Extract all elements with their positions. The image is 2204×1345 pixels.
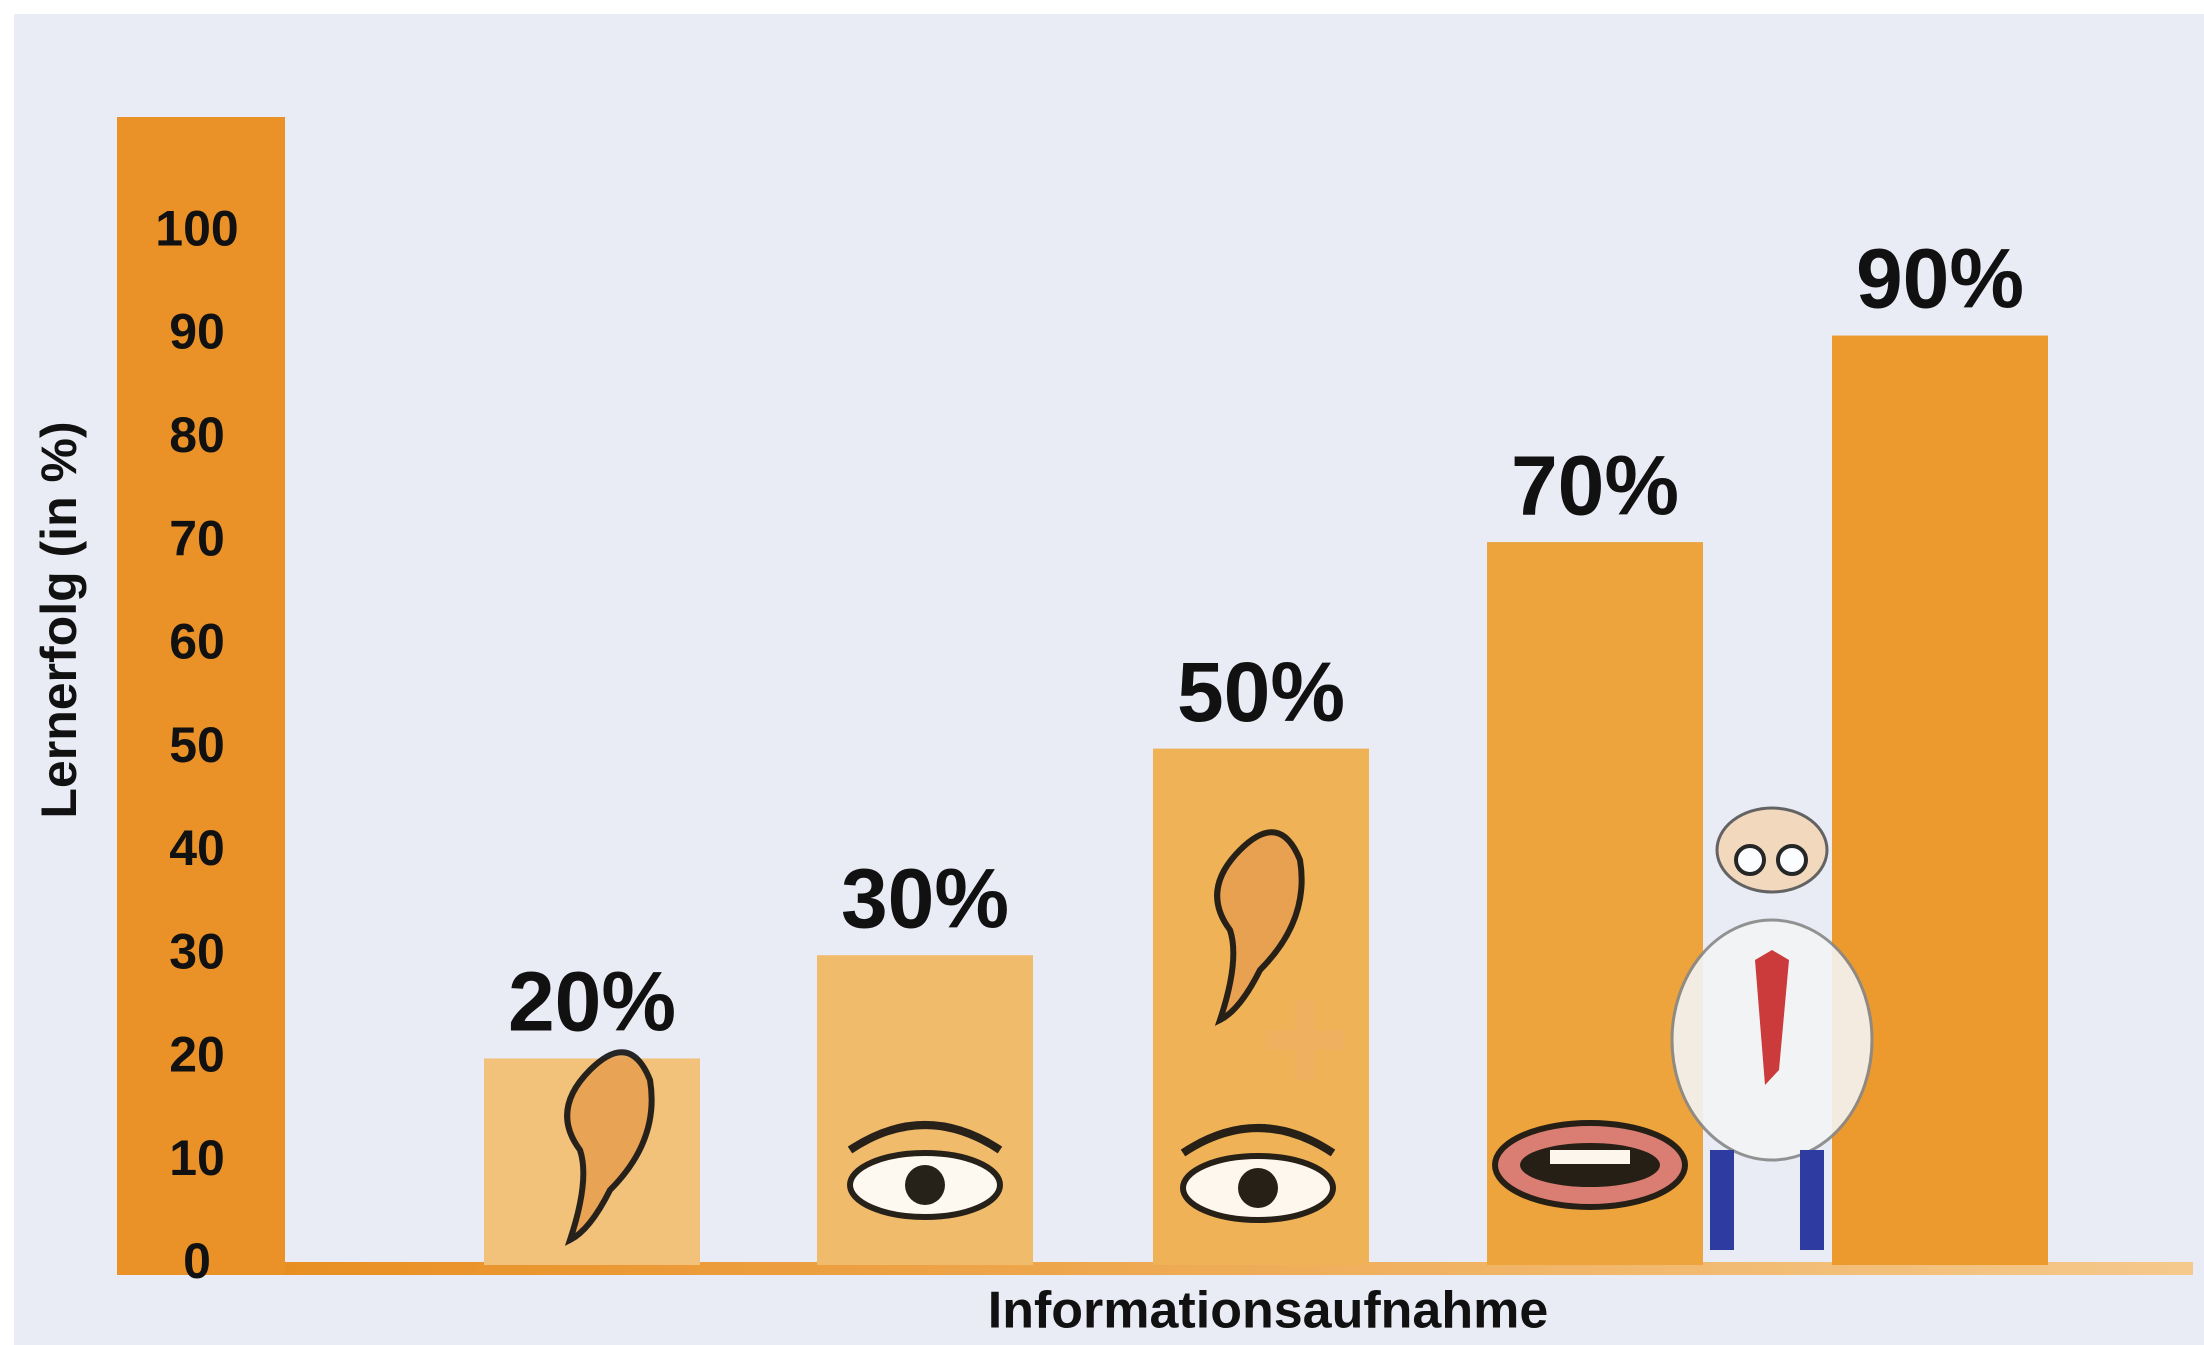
mouth-icon xyxy=(1495,1123,1685,1207)
value-label: 50% xyxy=(1177,645,1345,739)
y-axis-label: Lernerfolg (in %) xyxy=(31,421,87,818)
value-label: 90% xyxy=(1856,232,2024,326)
chart: Informationsaufnahme Lernerfolg (in %) 0… xyxy=(0,0,2204,1345)
y-tick-label: 10 xyxy=(169,1130,225,1186)
value-label: 70% xyxy=(1511,438,1679,532)
y-tick-label: 70 xyxy=(169,510,225,566)
bar xyxy=(1832,336,2048,1265)
y-tick-label: 90 xyxy=(169,304,225,360)
value-label: 30% xyxy=(841,851,1009,945)
y-tick-label: 80 xyxy=(169,407,225,463)
x-axis-label: Informationsaufnahme xyxy=(988,1282,1549,1340)
y-tick-label: 60 xyxy=(169,614,225,670)
y-tick-label: 40 xyxy=(169,820,225,876)
page: Informationsaufnahme Lernerfolg (in %) 0… xyxy=(0,0,2204,1345)
y-tick-label: 30 xyxy=(169,923,225,979)
y-axis-band xyxy=(117,117,285,1275)
y-tick-label: 0 xyxy=(183,1233,211,1289)
y-tick-label: 50 xyxy=(169,717,225,773)
y-tick-label: 100 xyxy=(155,200,238,256)
value-label: 20% xyxy=(508,955,676,1049)
y-tick-label: 20 xyxy=(169,1027,225,1083)
